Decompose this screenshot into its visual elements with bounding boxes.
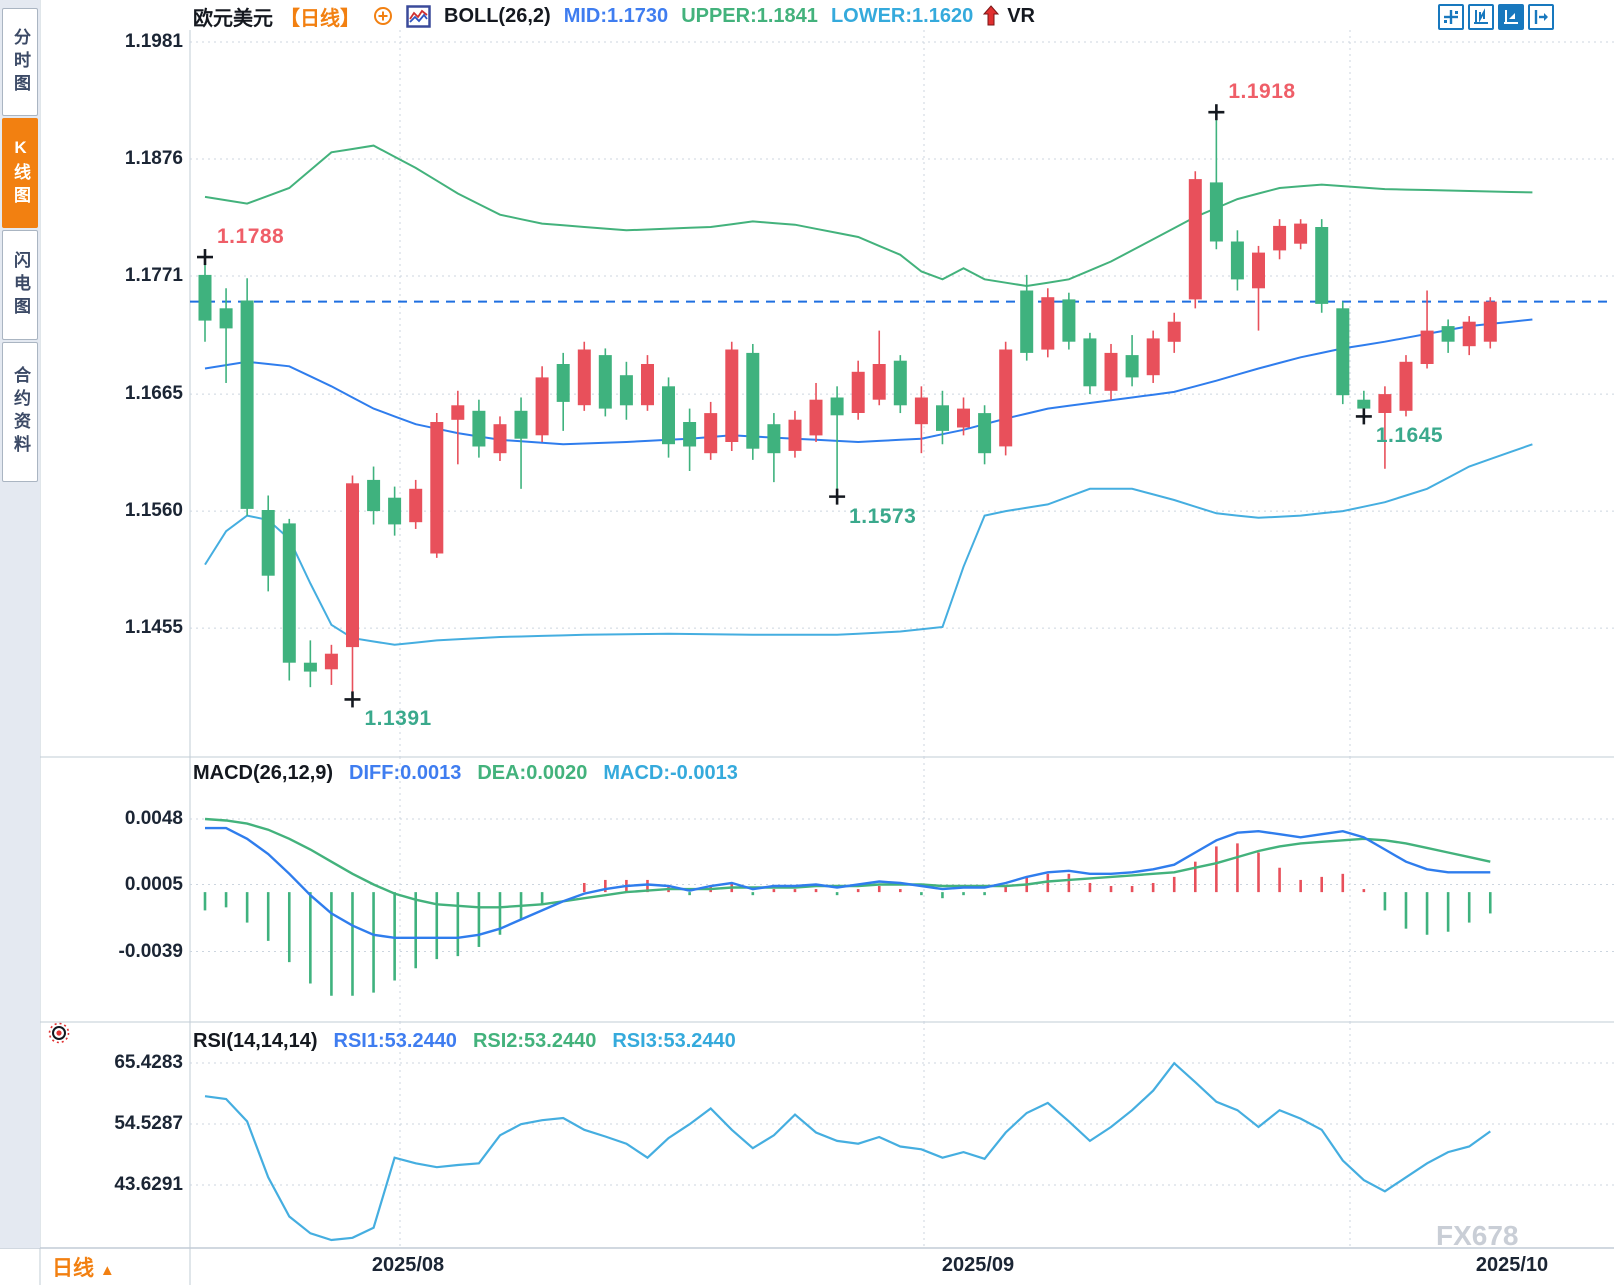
boll-mid-value: MID:1.1730 bbox=[563, 4, 669, 27]
sidebar-tab-candlestick-chart[interactable]: K线图 bbox=[2, 118, 38, 228]
sidebar-tab-label: 合约资料 bbox=[11, 366, 30, 458]
macd-dea-value: DEA:0.0020 bbox=[477, 762, 588, 784]
macd-title: MACD(26,12,9) bbox=[193, 762, 334, 784]
pan-crosshair-icon[interactable] bbox=[1438, 4, 1464, 30]
sidebar-tab-label: K线图 bbox=[11, 137, 30, 209]
macd-diff-value: DIFF:0.0013 bbox=[349, 762, 462, 784]
sidebar: 分时图 K线图 闪电图 合约资料 bbox=[0, 0, 40, 1248]
sidebar-tab-flash-chart[interactable]: 闪电图 bbox=[2, 230, 38, 340]
chart-toolbar bbox=[1438, 4, 1554, 30]
chart-type-icon[interactable] bbox=[406, 4, 431, 28]
watermark: FX678 bbox=[1436, 1220, 1519, 1251]
rsi3-value: RSI3:53.2440 bbox=[612, 1030, 736, 1052]
period-tag: 【日线】 bbox=[280, 7, 360, 30]
boll-upper-value: UPPER:1.1841 bbox=[681, 4, 818, 27]
sidebar-tab-label: 分时图 bbox=[11, 27, 30, 97]
boll-lower-value: LOWER:1.1620 bbox=[830, 4, 974, 27]
boll-indicator-label: BOLL(26,2) bbox=[444, 4, 551, 27]
axis-scale-icon[interactable] bbox=[1468, 4, 1494, 30]
sidebar-tab-contract-info[interactable]: 合约资料 bbox=[2, 342, 38, 482]
vr-up-arrow-icon bbox=[983, 5, 1000, 26]
period-selector[interactable]: 日线 ▲ bbox=[52, 1252, 115, 1282]
macd-value: MACD:-0.0013 bbox=[603, 762, 738, 784]
collapse-panel-icon[interactable] bbox=[1528, 4, 1554, 30]
symbol-name: 欧元美元 bbox=[193, 7, 273, 30]
add-indicator-icon[interactable] bbox=[373, 6, 393, 26]
period-selector-label: 日线 bbox=[52, 1257, 94, 1280]
alert-indicator-icon[interactable] bbox=[48, 1022, 70, 1044]
macd-header: MACD(26,12,9) DIFF:0.0013 DEA:0.0020 MAC… bbox=[193, 762, 738, 785]
sidebar-tab-label: 闪电图 bbox=[11, 250, 30, 320]
rsi1-value: RSI1:53.2440 bbox=[333, 1030, 457, 1052]
rsi-title: RSI(14,14,14) bbox=[193, 1030, 318, 1052]
sidebar-tab-timeline-chart[interactable]: 分时图 bbox=[2, 8, 38, 116]
rsi2-value: RSI2:53.2440 bbox=[472, 1030, 597, 1052]
chart-area-icon[interactable] bbox=[1498, 4, 1524, 30]
main-chart-header: 欧元美元 【日线】 BOLL(26,2) MID:1.1730 UPPER:1.… bbox=[193, 3, 1035, 30]
vr-label[interactable]: VR bbox=[1007, 4, 1035, 27]
rsi-header: RSI(14,14,14) RSI1:53.2440 RSI2:53.2440 … bbox=[193, 1030, 736, 1053]
period-selector-arrow-icon: ▲ bbox=[99, 1262, 115, 1279]
